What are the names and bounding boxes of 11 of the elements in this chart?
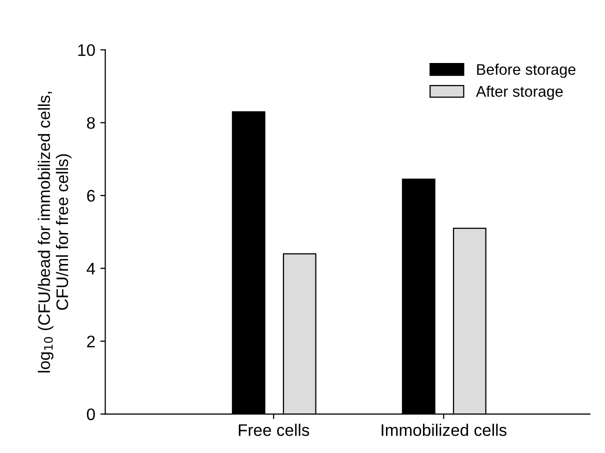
y-tick-label: 10	[78, 44, 95, 56]
x-tick-label: Immobilized cells	[382, 424, 506, 436]
x-tick-label: Free cells	[238, 424, 310, 436]
legend-label: After storage	[476, 86, 563, 100]
y-tick-label: 4	[86, 262, 96, 274]
y-axis-title: log$_{10}$ (CFU/bead for immobilized cells, CFU/ml for free cells)	[38, 92, 72, 372]
legend-label: Before storage	[477, 64, 576, 78]
y-tick-label: 0	[86, 408, 95, 420]
y-tick-label: 8	[87, 117, 95, 129]
y-tick-label: 6	[87, 190, 95, 202]
y-tick-label: 2	[87, 336, 95, 348]
